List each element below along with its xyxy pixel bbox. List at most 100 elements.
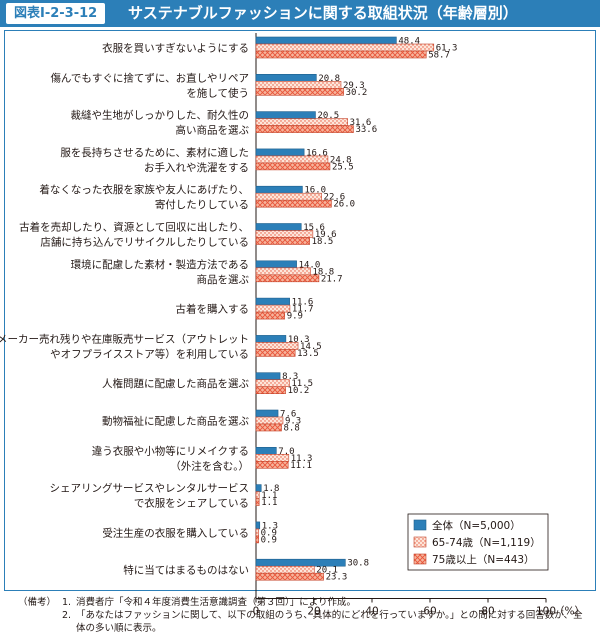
bar-value-label: 20.1: [316, 566, 338, 576]
bar-dots: [255, 416, 284, 425]
category-label: 特に当てはまるものはない: [123, 564, 249, 577]
figure-title: サステナブルファッションに関する取組状況（年齢層別）: [128, 4, 518, 22]
category-label: メーカー売れ残りや在庫販売サービス（アウトレット: [0, 332, 249, 345]
bar-crosshatch: [255, 572, 324, 581]
x-tick-label: 20: [307, 606, 320, 618]
category-label: 商品を選ぶ: [197, 273, 250, 286]
bar-value-label: 24.8: [330, 155, 352, 165]
legend-box: [407, 513, 549, 571]
bar-dots: [255, 43, 435, 52]
x-tick-label: 0: [253, 606, 260, 618]
bar-solid: [255, 185, 303, 194]
bar-value-label: 18.5: [312, 237, 334, 247]
bar-value-label: 18.8: [313, 267, 335, 277]
bar-value-label: 16.0: [304, 186, 326, 196]
figure-header: 図表Ⅰ-2-3-12 サステナブルファッションに関する取組状況（年齢層別）: [0, 0, 600, 27]
bar-value-label: 19.6: [315, 230, 337, 240]
bar-value-label: 30.8: [347, 559, 369, 569]
bar-value-label: 11.6: [292, 298, 314, 308]
bar-dots: [255, 379, 290, 388]
legend-swatch: [413, 553, 427, 565]
bar-crosshatch: [255, 423, 282, 432]
bar-value-label: 10.2: [288, 386, 310, 396]
bar-value-label: 31.6: [350, 118, 372, 128]
bar-crosshatch: [255, 311, 286, 320]
bar-value-label: 1.8: [263, 484, 279, 494]
bar-value-label: 29.3: [343, 81, 365, 91]
category-label: 寄付したりしている: [155, 198, 249, 211]
bar-value-label: 8.3: [282, 372, 298, 382]
legend-label: 全体（N=5,000）: [432, 519, 521, 532]
category-label: 高い商品を選ぶ: [176, 124, 250, 137]
note-text: 消費者庁「令和４年度消費生活意識調査（第３回）」により作成。: [76, 597, 357, 608]
bar-value-label: 16.6: [306, 148, 328, 158]
category-label: 着なくなった衣服を家族や友人にあげたり、: [39, 183, 249, 196]
legend-swatch: [413, 536, 427, 548]
bar-crosshatch: [255, 237, 310, 245]
bar-value-label: 14.5: [300, 342, 322, 352]
bar-value-label: 1.1: [261, 491, 277, 501]
bar-crosshatch: [255, 460, 289, 469]
legend-label: 65-74歳（N=1,119）: [432, 537, 541, 549]
category-label: お手入れや洗濯をする: [144, 161, 249, 174]
bar-value-label: 7.0: [278, 447, 294, 457]
bar-value-label: 0.9: [261, 528, 277, 538]
notes: （備考） 1. 消費者庁「令和４年度消費生活意識調査（第３回）」により作成。 2…: [18, 596, 588, 635]
bar-value-label: 14.0: [299, 260, 321, 270]
bar-value-label: 25.5: [332, 162, 354, 172]
x-tick-label: 100: [536, 606, 556, 618]
bar-value-label: 61.3: [436, 44, 458, 54]
x-tick-label: 80: [481, 606, 494, 618]
category-label: 動物福祉に配慮した商品を選ぶ: [102, 415, 249, 428]
figure-number-badge: 図表Ⅰ-2-3-12: [6, 3, 106, 24]
bar-value-label: 1.3: [262, 521, 278, 531]
bar-dots: [255, 565, 315, 574]
bar-value-label: 15.6: [303, 223, 325, 233]
category-label: 古着を購入する: [176, 303, 250, 316]
bar-value-label: 23.3: [326, 573, 348, 583]
bar-solid: [255, 446, 277, 455]
bar-value-label: 11.7: [292, 305, 314, 315]
bar-crosshatch: [255, 349, 296, 357]
category-label: 人権問題に配慮した商品を選ぶ: [102, 377, 249, 390]
bar-value-label: 48.4: [398, 37, 420, 47]
bar-value-label: 11.5: [291, 379, 313, 389]
bar-dots: [255, 491, 260, 499]
bar-value-label: 13.5: [297, 349, 319, 359]
category-label: 服を長持ちさせるために、素材に適した: [60, 146, 249, 159]
bar-crosshatch: [255, 535, 259, 544]
bar-dots: [255, 118, 348, 126]
note-item: 2. 「あなたはファッションに関して、以下の取組のうち、具体的にどれを行っていま…: [18, 609, 588, 635]
bar-value-label: 9.3: [285, 417, 301, 427]
bar-crosshatch: [255, 88, 344, 96]
bar-solid: [255, 335, 287, 343]
bar-crosshatch: [255, 386, 286, 395]
bar-dots: [255, 81, 342, 89]
bar-value-label: 9.9: [287, 312, 303, 322]
bar-value-label: 30.2: [346, 88, 368, 98]
bar-solid: [255, 372, 281, 381]
bar-solid: [255, 223, 302, 231]
bar-crosshatch: [255, 125, 354, 133]
bar-dots: [255, 342, 299, 350]
note-item: （備考） 1. 消費者庁「令和４年度消費生活意識調査（第３回）」により作成。: [18, 596, 588, 609]
bar-crosshatch: [255, 199, 332, 208]
x-tick-label: 60: [423, 606, 436, 618]
category-label: を施して使う: [186, 86, 249, 99]
category-label: 裁縫や生地がしっかりした、耐久性の: [71, 109, 250, 122]
bar-value-label: 58.7: [428, 51, 450, 61]
category-label: 違う衣服や小物等にリメイクする: [92, 444, 249, 457]
bar-value-label: 0.9: [261, 535, 277, 545]
category-label: で衣服をシェアしている: [134, 497, 249, 510]
category-label: 受注生産の衣服を購入している: [102, 526, 249, 539]
bar-dots: [255, 304, 291, 313]
bar-crosshatch: [255, 498, 260, 506]
bar-value-label: 20.8: [318, 74, 340, 84]
bar-solid: [255, 409, 279, 418]
category-label: 環境に配慮した素材・製造方法である: [71, 258, 249, 271]
category-label: 衣服を買いすぎないようにする: [102, 42, 249, 55]
bar-value-label: 21.7: [321, 274, 343, 284]
bar-dots: [255, 230, 314, 238]
legend-label: 75歳以上（N=443）: [432, 554, 535, 566]
